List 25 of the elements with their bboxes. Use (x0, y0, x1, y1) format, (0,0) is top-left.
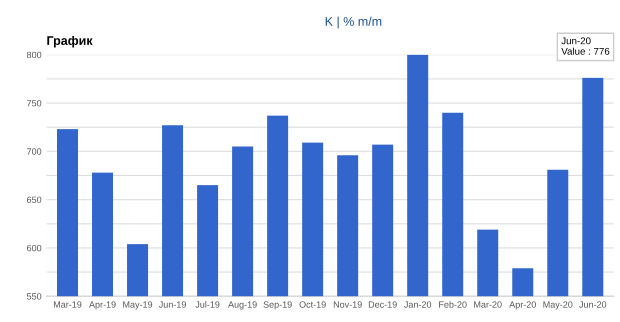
x-tick-label: Aug-19 (228, 301, 257, 310)
x-tick-label: Oct-19 (300, 301, 326, 308)
y-tick-label: 650 (27, 196, 42, 203)
y-tick-label: 800 (26, 52, 42, 58)
x-tick-label: Apr-19 (89, 301, 116, 310)
x-tick-label: Feb-20 (439, 301, 467, 308)
x-tick-label: Dec-19 (368, 301, 397, 308)
y-tick-label: 550 (26, 293, 42, 300)
y-tick-label: 700 (27, 148, 42, 155)
annotation: Jun-20 Value : 776 (561, 37, 610, 55)
x-tick-label: Mar-20 (474, 301, 502, 308)
x-tick-label: May-20 (543, 301, 572, 310)
chart-title: График (47, 36, 93, 48)
x-tick-label: Jan-20 (404, 301, 432, 308)
x-tick-label: Sep-19 (263, 301, 292, 310)
text: K | % m/m (326, 16, 382, 28)
x-tick-label: Apr-20 (509, 301, 536, 310)
y-tick-label: 750 (27, 100, 42, 106)
x-tick-label: Mar-19 (54, 301, 82, 308)
x-tick-label: Nov-19 (334, 301, 362, 308)
x-tick-label: Jul-19 (195, 301, 220, 308)
x-tick-label: Jun-20 (579, 301, 606, 308)
x-tick-label: Jun-19 (158, 301, 186, 308)
y-tick-label: 600 (27, 244, 42, 252)
x-tick-label: May-19 (123, 301, 152, 310)
